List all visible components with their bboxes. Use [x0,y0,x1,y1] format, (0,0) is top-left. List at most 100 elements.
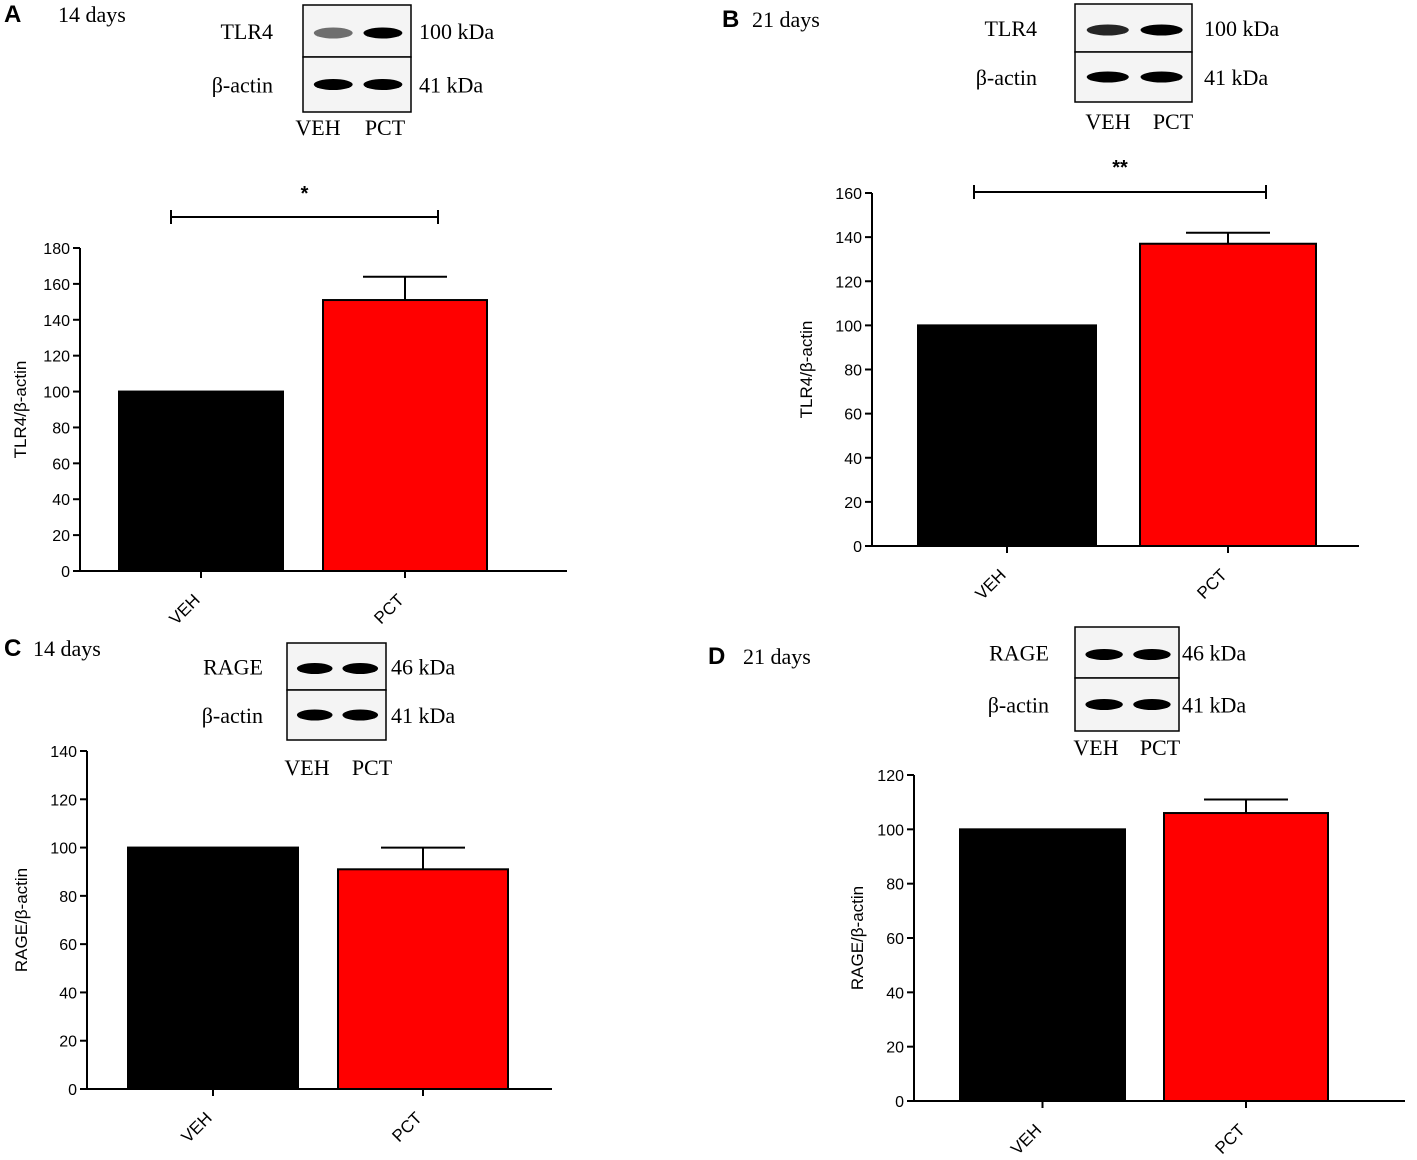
western-blot: TLR4 100 kDa β-actin 41 kDa VEH PCT [212,4,494,140]
panel-d: D 21 days RAGE 46 kDa β-actin 41 kDa VEH PCT 0 20… [708,626,1405,1159]
y-tick-label: 180 [43,241,70,258]
y-tick-label: 0 [895,1094,904,1111]
blot-row-label: β-actin [212,73,273,98]
blot-band [342,709,379,721]
blot-band [342,663,379,674]
x-tick-label: VEH [178,1108,216,1146]
panel-title: 14 days [33,636,101,661]
blot-band [313,79,353,90]
western-blot: RAGE 46 kDa β-actin 41 kDa VEH PCT [988,626,1246,760]
significance-marker: ** [1112,157,1128,179]
blot-band [1086,71,1129,83]
plot-area: 0 20 40 60 80 100 120 RAGE/β-actin VEH PCT [848,768,1405,1159]
western-blot: TLR4 100 kDa β-actin 41 kDa VEH PCT [976,3,1279,134]
x-tick-label: VEH [1007,1120,1045,1158]
y-tick-label: 120 [835,274,862,291]
blot-row-size: 46 kDa [391,655,455,680]
y-tick-label: 20 [844,495,862,512]
blot-band [1133,649,1171,660]
plot-area: 0 20 40 60 80 100 120 140 RAGE/β-actin VEH PCT [12,744,552,1147]
plot-area: 0 20 40 60 80 100 120 140 160 TLR4/β-actin VEH PCT *… [797,157,1359,604]
y-tick-label: 40 [59,985,77,1002]
y-tick-label: 140 [50,744,77,761]
plot-area: 0 20 40 60 80 100 120 140 160 180 TLR4/β-actin VEH P… [11,183,567,629]
y-tick-label: 140 [43,313,70,330]
blot-band [296,663,333,674]
western-blot: RAGE 46 kDa β-actin 41 kDa VEH PCT [202,642,455,780]
panel-letter: D [708,643,725,670]
y-tick-label: 100 [50,841,77,858]
blot-lane-label: VEH [284,755,329,780]
bar-pct [322,299,488,572]
panel-title: 21 days [743,644,811,669]
blot-lane-label: VEH [1073,735,1118,760]
blot-row-size: 41 kDa [1204,65,1268,90]
y-tick-label: 0 [61,564,70,581]
blot-row-label: TLR4 [984,16,1037,41]
panel-b: B 21 days TLR4 100 kDa β-actin 41 kDa VEH PCT 0 2… [722,3,1359,604]
panel-c: C 14 days RAGE 46 kDa β-actin 41 kDa VEH PCT 0 20… [4,635,552,1147]
blot-band [1140,24,1183,36]
blot-band [1133,699,1171,710]
blot-band [363,27,403,39]
y-tick-label: 80 [59,889,77,906]
blot-lane-label: VEH [295,115,340,140]
y-tick-label: 120 [877,768,904,785]
blot-row-size: 46 kDa [1182,641,1246,666]
y-axis-title: TLR4/β-actin [797,321,816,419]
y-tick-label: 80 [844,363,862,380]
y-tick-label: 120 [43,349,70,366]
y-tick-label: 160 [43,277,70,294]
panel-letter: C [4,635,21,662]
blot-lane-label: VEH [1085,109,1130,134]
y-tick-label: 40 [52,492,70,509]
blot-band [1085,649,1123,660]
blot-row-label: β-actin [988,693,1049,718]
blot-row-label: β-actin [976,65,1037,90]
y-tick-label: 120 [50,792,77,809]
panel-a: A 14 days TLR4 100 kDa β-actin 41 kDa VEH PCT 0 2… [4,1,567,629]
blot-row-label: TLR4 [220,19,273,44]
y-tick-label: 100 [835,318,862,335]
y-tick-label: 0 [853,539,862,556]
y-tick-label: 60 [844,407,862,424]
blot-row-size: 41 kDa [391,703,455,728]
x-tick-label: PCT [1193,565,1230,602]
bar-veh [917,324,1097,547]
blot-row-label: β-actin [202,703,263,728]
y-tick-label: 40 [844,451,862,468]
x-tick-label: VEH [166,590,204,628]
y-tick-label: 100 [43,385,70,402]
y-tick-label: 100 [877,822,904,839]
blot-row-size: 41 kDa [419,73,483,98]
blot-lane-label: PCT [1153,109,1194,134]
panel-letter: B [722,6,739,33]
y-tick-label: 20 [52,528,70,545]
blot-band [1140,71,1183,83]
x-tick-label: PCT [388,1108,425,1145]
y-tick-label: 20 [59,1034,77,1051]
blot-row-size: 100 kDa [419,19,494,44]
y-tick-label: 160 [835,186,862,203]
y-axis-title: RAGE/β-actin [12,868,31,972]
blot-band [296,709,333,721]
panel-title: 14 days [58,2,126,27]
y-axis-title: RAGE/β-actin [848,886,867,990]
bar-pct [1139,242,1317,547]
blot-band [1086,24,1129,36]
y-tick-label: 40 [886,985,904,1002]
bar-pct [1163,812,1329,1102]
blot-row-size: 41 kDa [1182,693,1246,718]
y-tick-label: 80 [52,420,70,437]
blot-lane-label: PCT [1140,735,1181,760]
y-tick-label: 0 [68,1082,77,1099]
bar-pct [337,868,509,1090]
x-tick-label: PCT [370,590,407,627]
bar-veh [959,828,1126,1102]
x-tick-label: PCT [1211,1120,1248,1157]
y-tick-label: 60 [886,931,904,948]
panel-letter: A [4,1,21,28]
blot-row-label: RAGE [203,655,263,680]
significance-marker: * [301,183,309,205]
